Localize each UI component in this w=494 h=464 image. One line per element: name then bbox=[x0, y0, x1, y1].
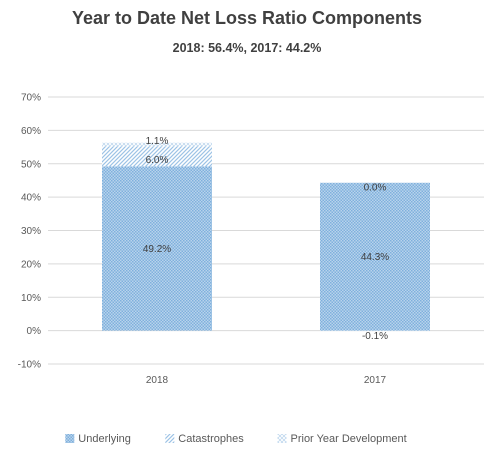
y-tick-label: -10% bbox=[18, 360, 41, 371]
legend-swatch bbox=[165, 434, 175, 443]
y-tick-label: 60% bbox=[21, 126, 41, 137]
data-label: -0.1% bbox=[362, 331, 388, 342]
y-tick-label: 0% bbox=[27, 326, 42, 337]
x-tick-label: 2018 bbox=[146, 375, 169, 386]
chart-title: Year to Date Net Loss Ratio Components bbox=[71, 8, 423, 28]
data-label: 0.0% bbox=[364, 182, 387, 193]
legend-label: Underlying bbox=[78, 433, 131, 445]
data-label: 1.1% bbox=[146, 136, 169, 147]
y-tick-label: 40% bbox=[21, 193, 41, 204]
y-tick-label: 50% bbox=[21, 159, 41, 170]
legend-swatch bbox=[277, 434, 287, 443]
y-tick-label: 20% bbox=[21, 259, 41, 270]
bar-segment-catastrophes bbox=[102, 146, 212, 167]
legend-label: Prior Year Development bbox=[291, 433, 407, 445]
data-label: 6.0% bbox=[146, 155, 169, 166]
bar-segment-underlying bbox=[320, 182, 430, 331]
y-tick-label: 10% bbox=[21, 293, 41, 304]
data-label: 49.2% bbox=[143, 244, 171, 255]
legend-swatch bbox=[65, 434, 75, 443]
bar-segment-underlying bbox=[102, 166, 212, 331]
x-tick-label: 2017 bbox=[364, 375, 387, 386]
bar-segment-prior-year-development bbox=[102, 142, 212, 147]
chart-subtitle: 2018: 56.4%, 2017: 44.2% bbox=[172, 41, 322, 55]
y-tick-label: 70% bbox=[21, 93, 41, 104]
y-tick-label: 30% bbox=[21, 226, 41, 237]
data-label: 44.3% bbox=[361, 252, 389, 263]
legend-label: Catastrophes bbox=[178, 433, 244, 445]
